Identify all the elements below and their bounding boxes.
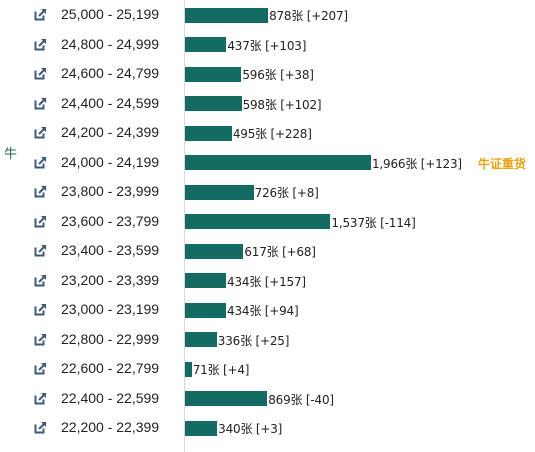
count-bar <box>185 184 254 200</box>
count-bar <box>185 243 244 259</box>
count-label: 617张 [+68] <box>244 245 316 259</box>
price-range-label: 22,800 - 22,999 <box>61 330 160 347</box>
external-link-icon[interactable] <box>34 303 47 316</box>
external-link-icon[interactable] <box>34 156 47 169</box>
external-link-icon[interactable] <box>34 392 47 405</box>
external-link-icon[interactable] <box>34 67 47 80</box>
price-range-label: 22,400 - 22,599 <box>61 389 160 406</box>
external-link-icon[interactable] <box>34 185 47 198</box>
count-bar <box>185 361 192 377</box>
count-label: 598张 [+102] <box>242 97 322 112</box>
price-range-label: 24,400 - 24,599 <box>61 94 160 111</box>
status-badge: 牛证重货 <box>478 156 527 171</box>
count-bar <box>185 66 242 82</box>
count-bar <box>185 7 269 23</box>
count-bar <box>185 214 331 229</box>
range-row: 24,200 - 24,399 495张 [+228] <box>0 118 535 148</box>
external-link-icon[interactable] <box>34 97 47 110</box>
count-label: 434张 [+94] <box>227 304 299 318</box>
count-label: 869张 [-40] <box>268 392 334 407</box>
count-label: 596张 [+38] <box>242 68 314 82</box>
count-label: 336张 [+25] <box>217 333 290 348</box>
count-label: 1,966张 [+123] <box>372 156 462 171</box>
count-bar <box>185 155 371 170</box>
price-range-label: 23,200 - 23,399 <box>61 271 160 288</box>
range-row: 22,200 - 22,399 340张 [+3] <box>0 413 535 443</box>
range-row: 25,000 - 25,199 878张 [+207] <box>0 0 535 30</box>
price-range-label: 24,200 - 24,399 <box>61 124 160 140</box>
range-row: 23,200 - 23,399 434张 [+157] <box>0 266 535 296</box>
external-link-icon[interactable] <box>34 244 47 257</box>
price-range-label: 23,600 - 23,799 <box>61 212 160 229</box>
price-range-label: 22,600 - 22,799 <box>61 360 160 376</box>
count-label: 878张 [+207] <box>269 9 348 23</box>
external-link-icon[interactable] <box>34 215 47 228</box>
range-row: 23,800 - 23,999 726张 [+8] <box>0 177 535 207</box>
external-link-icon[interactable] <box>34 333 47 346</box>
external-link-icon[interactable] <box>34 38 47 51</box>
range-row: 22,800 - 22,999 336张 [+25] <box>0 325 535 355</box>
count-bar <box>185 420 218 436</box>
price-range-label: 23,800 - 23,999 <box>61 183 160 199</box>
count-label: 1,537张 [-114] <box>331 215 416 230</box>
price-range-label: 23,000 - 23,199 <box>61 301 160 317</box>
range-row: 24,600 - 24,799 596张 [+38] <box>0 59 535 89</box>
count-bar <box>185 37 227 52</box>
count-bar <box>185 302 227 318</box>
range-row: 24,400 - 24,599 598张 [+102] <box>0 89 535 119</box>
count-label: 340张 [+3] <box>218 422 283 436</box>
range-row: 23,000 - 23,199 434张 [+94] <box>0 295 535 325</box>
price-range-label: 22,200 - 22,399 <box>61 419 160 435</box>
external-link-icon[interactable] <box>34 8 47 21</box>
count-bar <box>185 332 217 347</box>
count-label: 437张 [+103] <box>227 38 307 53</box>
axis-divider <box>184 0 185 452</box>
price-range-label: 25,000 - 25,199 <box>61 6 160 22</box>
bull-side-label: 牛 <box>4 147 18 162</box>
external-link-icon[interactable] <box>34 274 47 287</box>
range-row: 22,400 - 22,599 869张 [-40] <box>0 384 535 414</box>
count-bar <box>185 273 227 288</box>
range-row: 22,600 - 22,799 71张 [+4] <box>0 354 535 384</box>
price-range-label: 24,600 - 24,799 <box>61 65 160 81</box>
count-label: 71张 [+4] <box>192 363 250 377</box>
count-bar <box>185 391 268 406</box>
count-label: 495张 [+228] <box>232 127 312 141</box>
count-label: 726张 [+8] <box>254 186 319 200</box>
price-range-label: 24,800 - 24,999 <box>61 35 160 52</box>
range-row: 24,800 - 24,999 437张 [+103] <box>0 30 535 60</box>
count-label: 434张 [+157] <box>227 274 306 289</box>
price-range-label: 24,000 - 24,199 <box>61 153 160 170</box>
count-bar <box>185 125 232 141</box>
external-link-icon[interactable] <box>34 362 47 375</box>
count-bar <box>185 96 242 111</box>
price-range-label: 23,400 - 23,599 <box>61 242 160 258</box>
range-row: 23,600 - 23,799 1,537张 [-114] <box>0 207 535 237</box>
range-row: 24,000 - 24,199 1,966张 [+123] 牛证重货 <box>0 148 535 178</box>
external-link-icon[interactable] <box>34 126 47 139</box>
external-link-icon[interactable] <box>34 421 47 434</box>
range-row: 23,400 - 23,599 617张 [+68] <box>0 236 535 266</box>
